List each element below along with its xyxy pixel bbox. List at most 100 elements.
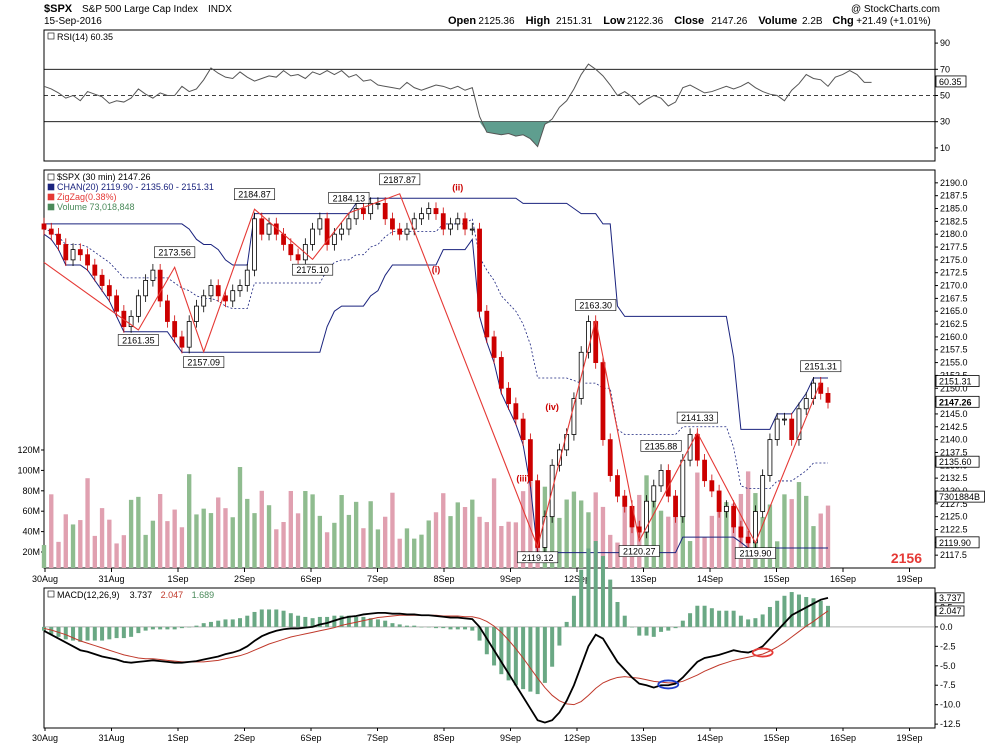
- volume-bar: [99, 508, 105, 568]
- candle-body: [288, 244, 294, 256]
- volume-bar: [586, 512, 591, 568]
- macd-histogram-bar: [767, 606, 772, 627]
- macd-histogram-bar: [695, 605, 700, 627]
- macd-histogram-bar: [680, 620, 685, 627]
- price-tick-label: 2122.5: [940, 524, 968, 534]
- candle-body: [607, 439, 613, 476]
- volume-bar: [782, 494, 787, 568]
- volume-bar: [796, 482, 802, 568]
- volume-bar: [368, 501, 373, 568]
- macd-tick-label: -12.5: [940, 719, 961, 729]
- price-tick-label: 2127.5: [940, 499, 968, 509]
- volume-tick-label: 80M: [22, 486, 40, 496]
- macd-histogram-bar: [230, 619, 235, 627]
- price-badge: [935, 490, 985, 503]
- rsi-value-label: 60.35: [939, 77, 962, 87]
- volume-bar: [767, 504, 773, 568]
- pivot-label: 2187.87: [383, 175, 416, 185]
- volume-tick-label: 40M: [22, 527, 40, 537]
- volume-bar: [695, 472, 700, 568]
- volume-bar: [303, 491, 308, 568]
- candle-body: [230, 290, 236, 302]
- index-name: S&P 500 Large Cap Index: [82, 4, 198, 15]
- macd-histogram-bar: [615, 602, 620, 627]
- macd-histogram-bar: [535, 626, 540, 695]
- candle-body: [477, 228, 482, 312]
- macd-histogram-bar: [724, 610, 729, 627]
- price-badge: [935, 536, 980, 549]
- candle-body: [375, 202, 381, 205]
- price-badge: [935, 395, 980, 408]
- candle-body: [404, 228, 410, 235]
- rsi-tick-label: 90: [940, 38, 950, 48]
- candle-body: [411, 218, 417, 230]
- macd-histogram-bar: [622, 615, 627, 627]
- pivot-label: 2157.09: [187, 358, 220, 368]
- wave-label: (iv): [545, 402, 559, 412]
- candle-body: [716, 490, 722, 512]
- volume-bar: [564, 499, 569, 568]
- volume-bar: [818, 513, 823, 568]
- price-tick-label: 2155.0: [940, 358, 968, 368]
- price-legend-item: Volume 73,018,848: [57, 202, 135, 212]
- price-tick-label: 2175.0: [940, 255, 968, 265]
- volume-bar: [760, 516, 765, 568]
- price-tick-label: 2160.0: [940, 332, 968, 342]
- macd-histogram-bar: [419, 626, 424, 628]
- price-badge-label: 7301884B: [939, 492, 980, 502]
- volume-bar: [622, 504, 627, 568]
- macd-histogram-bar: [709, 608, 714, 627]
- stat-value: 2122.36: [627, 16, 664, 27]
- macd-histogram-bar: [158, 626, 163, 630]
- macd-x-tick-label: 6Sep: [300, 733, 321, 743]
- price-badge-label: 2119.90: [939, 538, 971, 548]
- macd-histogram-bar: [760, 614, 765, 627]
- price-tick-label: 2182.5: [940, 216, 968, 226]
- volume-bar: [201, 508, 206, 568]
- candle-body: [702, 459, 707, 482]
- candle-body: [600, 362, 606, 441]
- macd-histogram-bar: [325, 616, 330, 627]
- price-legend-swatch: [47, 183, 55, 191]
- price-tick-label: 2145.0: [940, 409, 968, 419]
- macd-legend-item: MACD(12,26,9): [57, 590, 120, 600]
- price-legend-item: $SPX (30 min) 2147.26: [57, 172, 151, 182]
- macd-histogram-bar: [390, 623, 395, 627]
- pivot-label: 2151.31: [804, 362, 837, 372]
- volume-bar: [332, 522, 337, 568]
- candle-body: [818, 382, 824, 394]
- rsi-tick-label: 30: [940, 117, 950, 127]
- macd-histogram-bar: [201, 623, 206, 627]
- stat-label: Volume: [758, 15, 797, 27]
- candle-body: [324, 218, 330, 245]
- macd-line: [43, 596, 829, 724]
- macd-histogram-bar: [238, 618, 242, 627]
- macd-x-tick-label: 13Sep: [630, 733, 656, 743]
- macd-histogram-bar: [368, 618, 373, 627]
- candle-body: [317, 218, 323, 230]
- rsi-tick-label: 50: [940, 91, 950, 101]
- candle-body: [186, 321, 192, 348]
- wave-label: (ii): [452, 183, 463, 193]
- macd-badge: [935, 592, 965, 604]
- wave-label: (i): [432, 265, 441, 275]
- rsi-value-badge: [935, 75, 967, 88]
- volume-bar: [339, 495, 344, 568]
- macd-histogram-bar: [782, 595, 787, 627]
- volume-bar: [107, 519, 112, 568]
- volume-bar: [208, 513, 214, 568]
- macd-histogram-bar: [528, 626, 533, 692]
- volume-bar: [49, 494, 54, 568]
- candle-body: [455, 218, 461, 225]
- volume-bar: [680, 514, 685, 568]
- volume-bar: [448, 516, 453, 568]
- volume-bar: [745, 471, 751, 568]
- pivot-label-box: [618, 545, 660, 557]
- volume-bar: [825, 505, 831, 568]
- macd-histogram-bar: [49, 626, 54, 635]
- volume-bar: [41, 545, 47, 568]
- candle-body: [157, 269, 163, 302]
- macd-histogram-bar: [165, 626, 170, 630]
- volume-bar: [600, 506, 606, 568]
- volume-bar: [266, 505, 272, 568]
